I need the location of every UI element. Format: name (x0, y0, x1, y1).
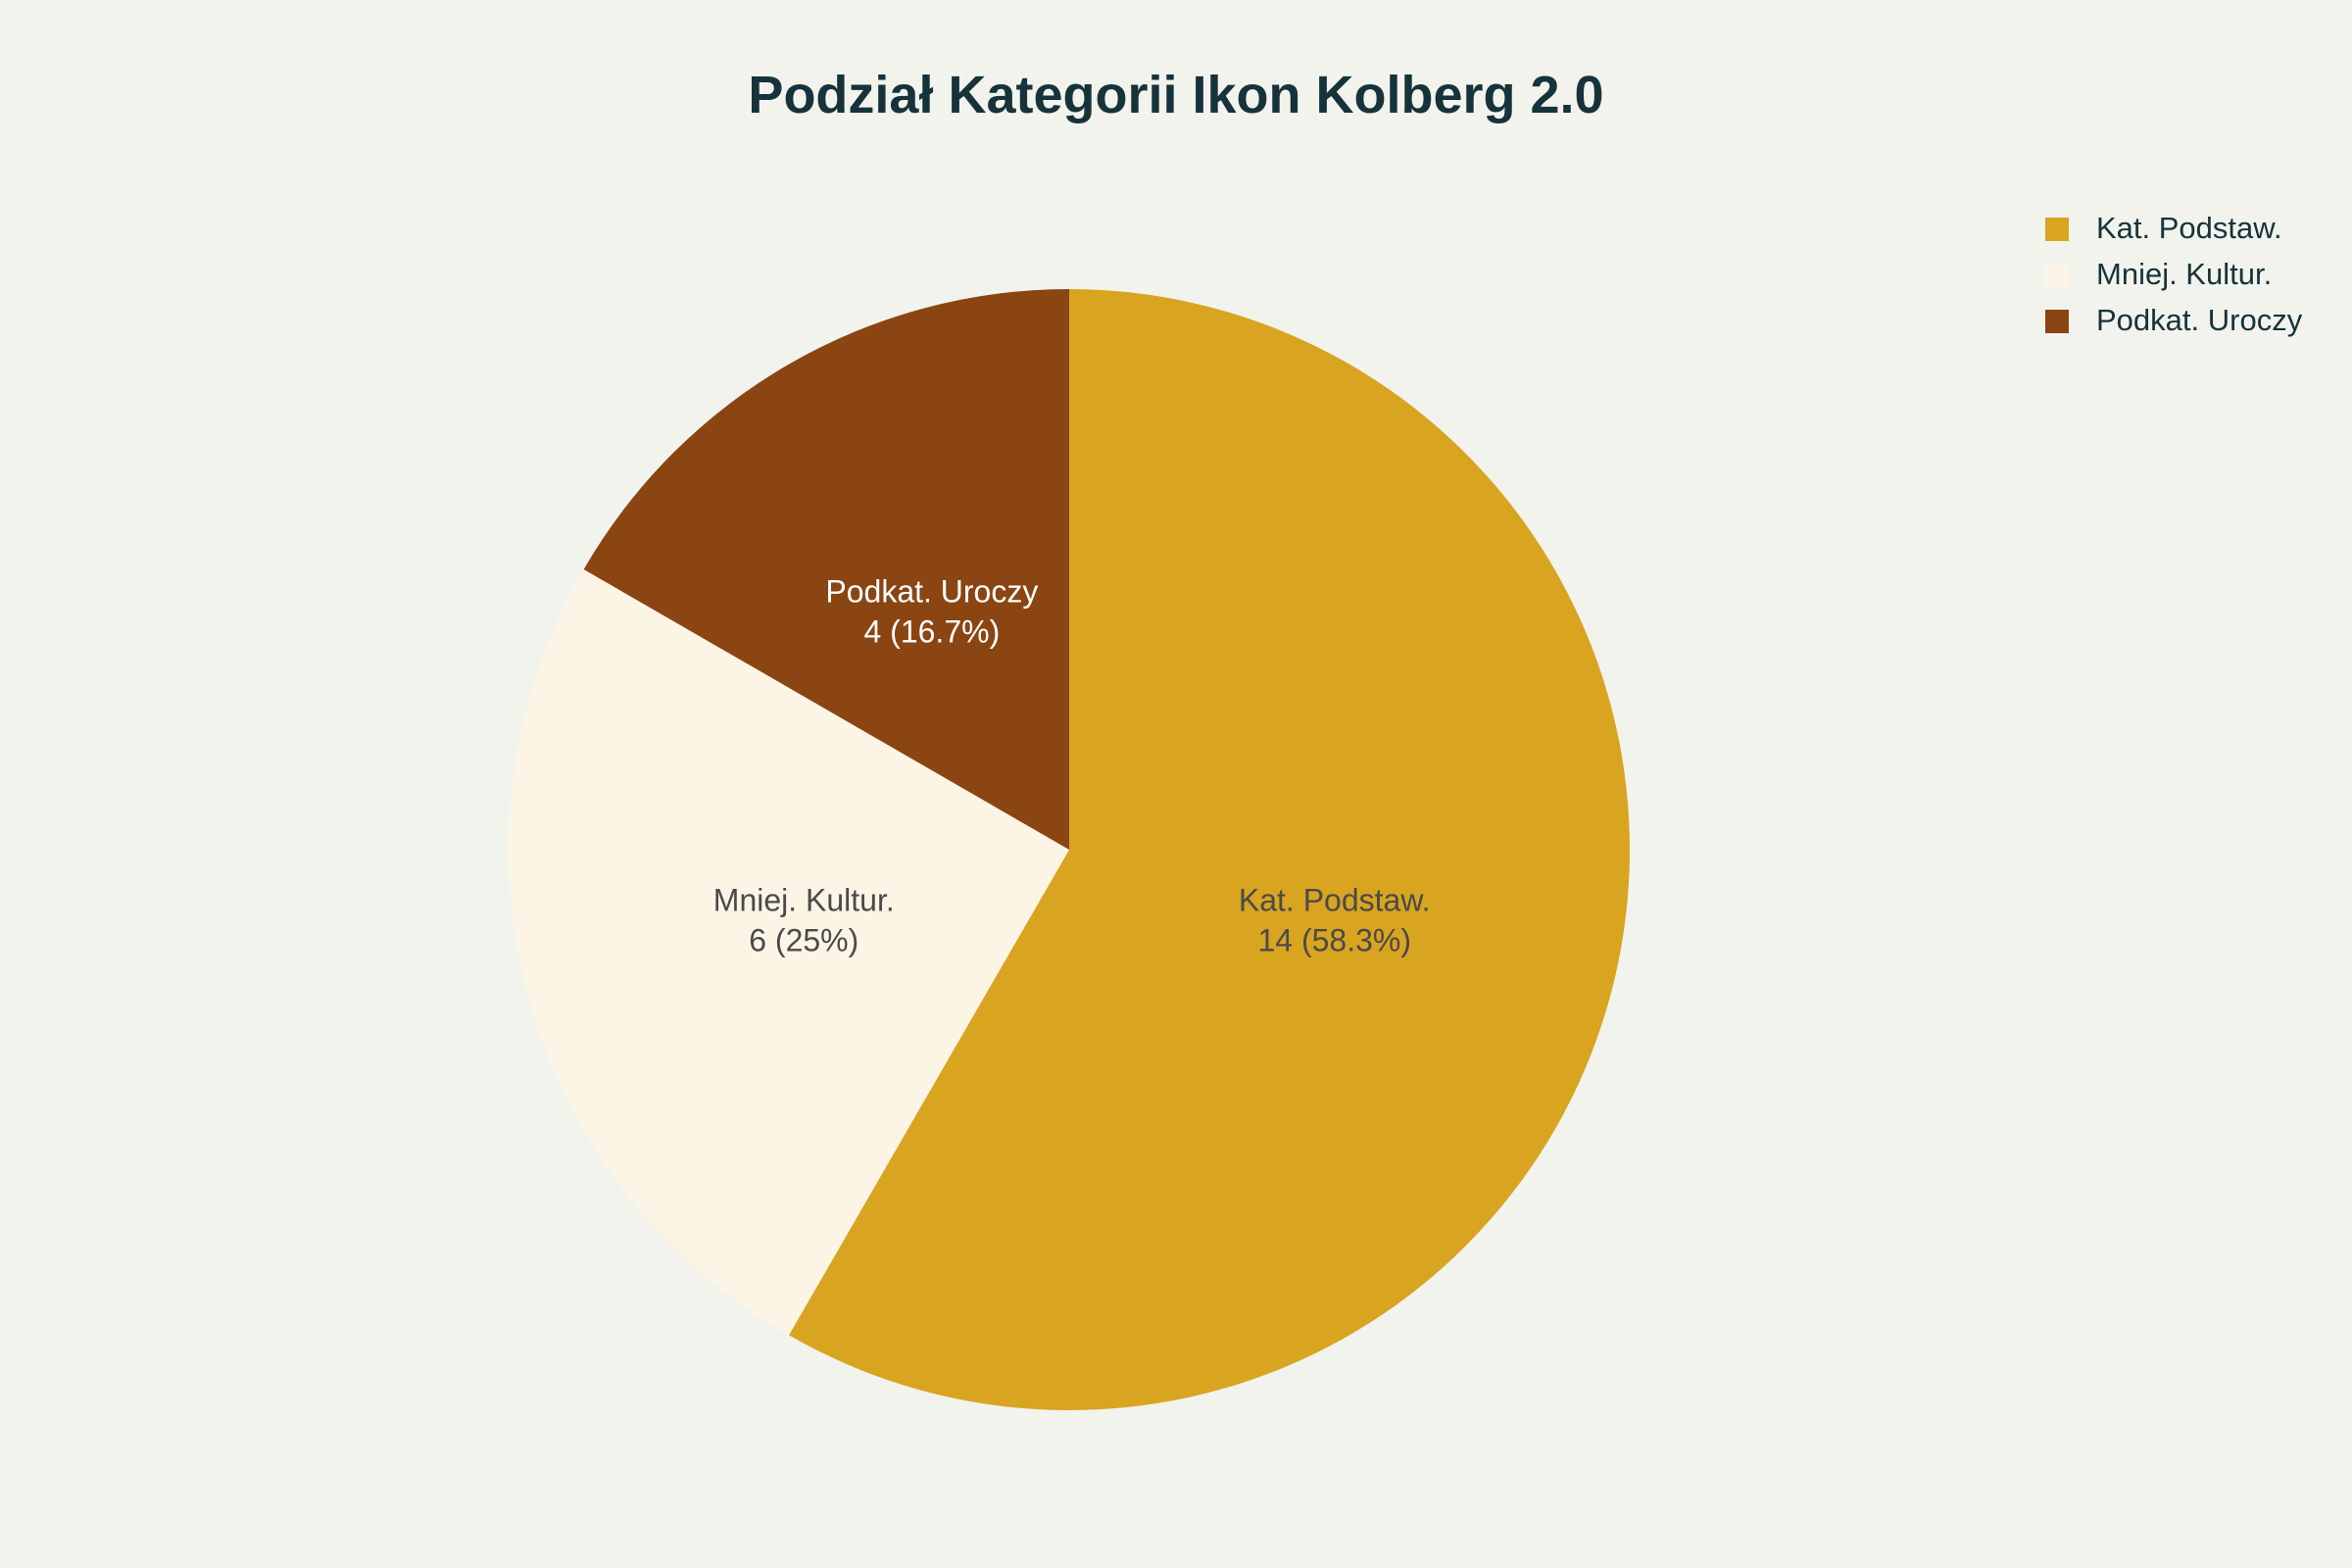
slice-label-value-2: 6 (25%) (749, 923, 858, 958)
pie-slice-3 (583, 289, 1069, 850)
slice-label-name-2: Mniej. Kultur. (713, 883, 895, 918)
slice-label-value-3: 4 (16.7%) (863, 613, 1000, 649)
pie-slice-1 (789, 289, 1630, 1410)
slice-labels: Kat. Podstaw. 14 (58.3%) Mniej. Kultur. 6 (… (713, 573, 1431, 957)
legend-label-1: Kat. Podstaw. (2096, 211, 2282, 245)
pie-slices (509, 289, 1630, 1410)
chart-title: Podział Kategorii Ikon Kolberg 2.0 (748, 66, 1603, 124)
legend: Kat. Podstaw. Mniej. Kultur. Podkat. Urocz… (2045, 211, 2303, 337)
legend-swatch-2 (2045, 264, 2069, 287)
slice-label-value-1: 14 (58.3%) (1257, 923, 1411, 958)
legend-label-2: Mniej. Kultur. (2096, 257, 2272, 291)
slice-label-name-3: Podkat. Uroczy (825, 573, 1038, 609)
legend-swatch-3 (2045, 310, 2069, 333)
slice-label-name-1: Kat. Podstaw. (1239, 883, 1431, 918)
pie-slice-2 (509, 569, 1069, 1336)
legend-label-3: Podkat. Uroczy (2096, 303, 2303, 337)
legend-swatch-1 (2045, 218, 2069, 241)
